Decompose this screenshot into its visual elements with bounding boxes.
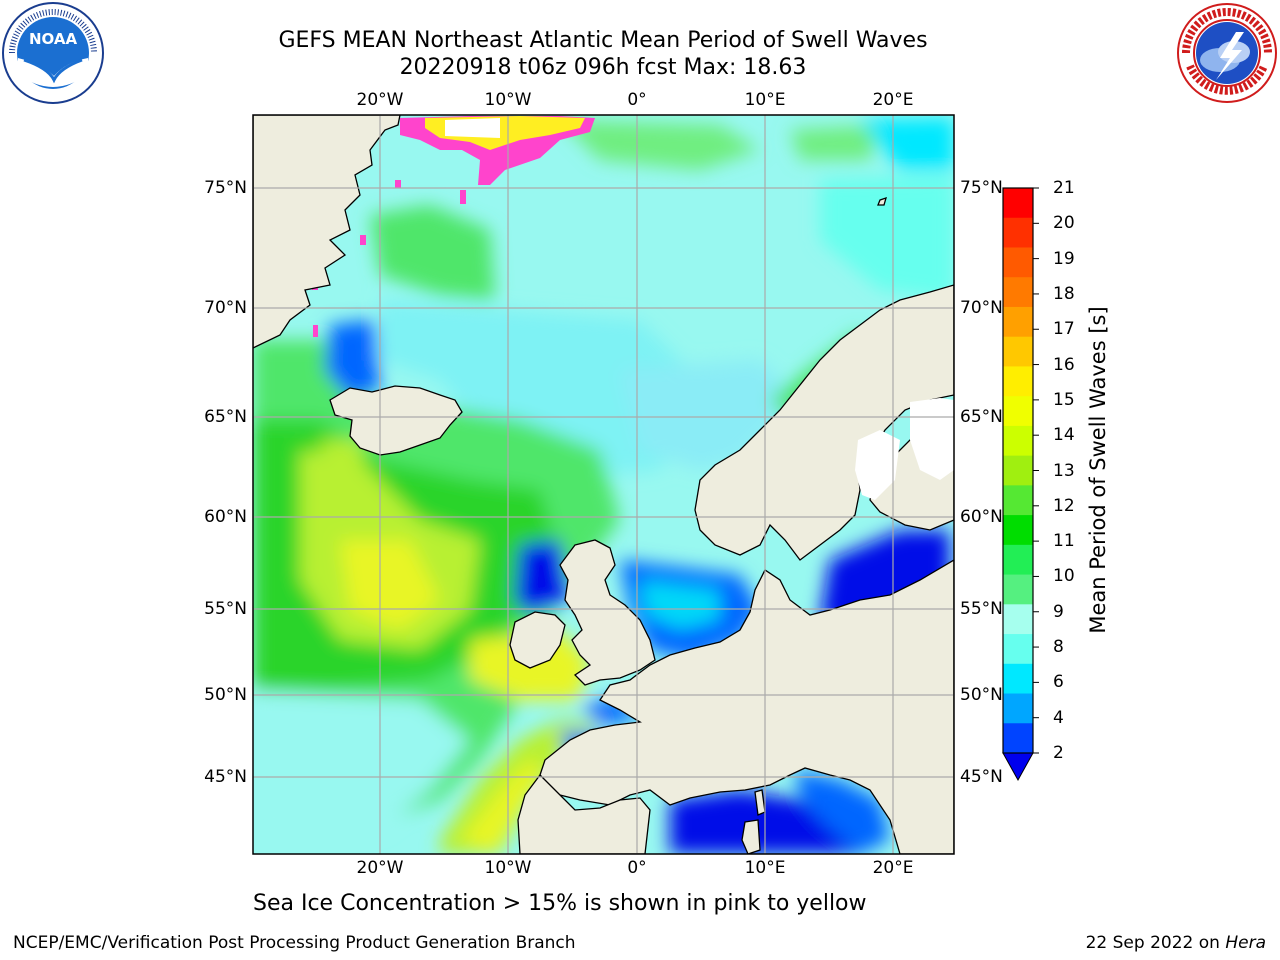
sea-ice-note: Sea Ice Concentration > 15% is shown in … [253, 891, 867, 916]
lat-label-right: 65°N [960, 407, 1003, 427]
colorbar-tick-label: 2 [1053, 743, 1064, 763]
footer-machine: Hera [1225, 933, 1266, 953]
iceland [329, 385, 463, 456]
colorbar-label: Mean Period of Swell Waves [s] [1086, 306, 1110, 634]
map-subtitle: 20220918 t06z 096h fcst Max: 18.63 [399, 55, 807, 80]
lat-label-right: 60°N [960, 507, 1003, 527]
svg-text:NOAA: NOAA [29, 30, 78, 48]
colorbar-extend-triangle [1002, 752, 1034, 782]
map-frame [252, 114, 955, 855]
colorbar-band [1003, 396, 1033, 427]
colorbar-tick-label: 11 [1053, 531, 1075, 552]
colorbar-band [1003, 217, 1033, 248]
colorbar-tick-label: 12 [1053, 495, 1075, 516]
lat-label-right: 45°N [960, 767, 1003, 787]
lon-label-bottom: 10°E [744, 858, 786, 878]
colorbar-tick-label: 13 [1053, 460, 1075, 481]
colorbar-band [1003, 663, 1033, 695]
sea-ice [312, 116, 595, 337]
footer-date: 22 Sep 2022 on Hera [1086, 933, 1266, 953]
colorbar-tick-label: 8 [1053, 637, 1064, 658]
ireland [509, 611, 566, 669]
map-title: GEFS MEAN Northeast Atlantic Mean Period… [278, 28, 928, 53]
colorbar-tick-label: 18 [1053, 283, 1075, 304]
lon-label-top: 10°W [484, 90, 532, 110]
colorbar-band [1003, 723, 1033, 754]
colorbar-tick-label: 9 [1053, 601, 1064, 622]
lat-label-left: 65°N [204, 407, 247, 427]
greenland [253, 115, 401, 349]
lat-label-right: 75°N [960, 178, 1003, 198]
iberia [517, 774, 651, 854]
lat-label-left: 70°N [204, 298, 247, 318]
noaa-logo: NOAA [2, 2, 104, 104]
colorbar-tick-label: 20 [1053, 213, 1075, 234]
lat-label-right: 70°N [960, 298, 1003, 318]
colorbar-band [1003, 574, 1033, 605]
lon-label-top: 0° [627, 90, 647, 110]
colorbar-band [1003, 188, 1033, 219]
colorbar-tick-label: 4 [1053, 707, 1064, 728]
colorbar-band [1003, 693, 1033, 724]
colorbar-band [1003, 455, 1033, 486]
colorbar-tick-label: 16 [1053, 354, 1075, 375]
lat-label-left: 60°N [204, 507, 247, 527]
lat-label-right: 50°N [960, 685, 1003, 705]
nws-logo [1177, 3, 1277, 103]
colorbar-band [1003, 425, 1033, 457]
footer-credit: NCEP/EMC/Verification Post Processing Pr… [13, 933, 576, 953]
colorbar-band [1003, 306, 1033, 338]
colorbar-band [1003, 366, 1033, 397]
colorbar-band [1003, 634, 1033, 665]
colorbar-tick-label: 19 [1053, 248, 1075, 269]
great-britain [559, 539, 656, 686]
colorbar-tick-label: 17 [1053, 319, 1075, 340]
colorbar-band [1003, 604, 1033, 635]
colorbar-tick-label: 14 [1053, 425, 1075, 446]
lon-label-top: 10°E [744, 90, 786, 110]
lat-label-left: 50°N [204, 685, 247, 705]
lon-label-bottom: 20°E [872, 858, 914, 878]
lon-label-bottom: 10°W [484, 858, 532, 878]
lat-label-left: 45°N [204, 767, 247, 787]
graticule [253, 115, 954, 854]
continental-europe [539, 559, 954, 854]
lon-label-bottom: 0° [627, 858, 647, 878]
lat-label-left: 75°N [204, 178, 247, 198]
colorbar-band [1003, 515, 1033, 546]
colorbar-band [1003, 336, 1033, 367]
colorbar-band [1003, 247, 1033, 278]
colorbar-tick-label: 10 [1053, 566, 1075, 587]
colorbar-tick-label: 15 [1053, 389, 1075, 410]
land [253, 115, 954, 854]
lon-label-top: 20°W [356, 90, 404, 110]
colorbar-band [1003, 485, 1033, 516]
colorbar-band [1003, 544, 1033, 576]
wave-period-field [253, 118, 954, 854]
lat-label-left: 55°N [204, 599, 247, 619]
footer-date-text: 22 Sep 2022 on [1085, 933, 1226, 953]
colorbar-band [1003, 277, 1033, 308]
lat-label-right: 55°N [960, 599, 1003, 619]
lon-label-top: 20°E [872, 90, 914, 110]
colorbar-tick-label: 21 [1053, 178, 1075, 198]
lon-label-bottom: 20°W [356, 858, 404, 878]
colorbar-tick-label: 6 [1053, 672, 1064, 693]
